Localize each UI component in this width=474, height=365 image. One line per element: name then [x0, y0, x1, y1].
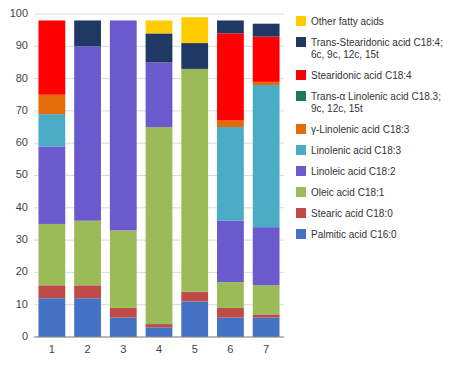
legend-swatch: [296, 70, 306, 80]
legend-label: Stearidonic acid C18:4: [311, 70, 412, 81]
legend-swatch: [296, 124, 306, 134]
bar-segment: [38, 224, 65, 285]
bar-segment: [38, 20, 65, 94]
bar-segment: [38, 114, 65, 146]
y-tick-label: 20: [16, 265, 28, 277]
x-axis-line: [34, 337, 284, 338]
bar-segment: [217, 127, 244, 221]
legend-swatch: [296, 229, 306, 239]
bar-segment: [74, 46, 101, 220]
legend-swatch: [296, 208, 306, 218]
grid: [34, 14, 284, 337]
bar-segment: [110, 230, 137, 308]
bar-segment: [217, 308, 244, 318]
y-tick-label: 70: [16, 104, 28, 116]
y-tick-label: 30: [16, 233, 28, 245]
bar-segment: [38, 20, 65, 21]
y-tick-label: 90: [16, 39, 28, 51]
bar-segment: [217, 33, 244, 120]
bar-segment: [74, 298, 101, 337]
legend-label: Linoleic acid C18:2: [311, 166, 396, 177]
bar-segment: [217, 121, 244, 127]
legend: Other fatty acids Trans-Stearidonic acid …: [296, 16, 443, 240]
legend-label: Other fatty acids: [311, 16, 384, 27]
bars: [38, 17, 279, 337]
bar-segment: [110, 20, 137, 230]
legend-label: Stearic acid C18:0: [311, 208, 393, 219]
bar-segment: [253, 82, 280, 85]
legend-swatch: [296, 91, 306, 101]
legend-label: γ-Linolenic acid C18:3: [311, 124, 410, 135]
bar-segment: [217, 221, 244, 282]
bar-segment: [146, 33, 173, 62]
y-tick-label: 100: [10, 7, 28, 19]
bar-segment: [110, 318, 137, 337]
legend-label: Trans-Stearidonic acid C18:4;6c, 9c, 12c…: [311, 37, 443, 60]
bar-segment: [253, 24, 280, 37]
legend-swatch: [296, 166, 306, 176]
legend-swatch: [296, 145, 306, 155]
legend-swatch: [296, 16, 306, 26]
chart: 0 10 20 30 40 50 60 70 80 90 100 1 2 3 4 5 6 7 Other fatty…: [0, 0, 474, 365]
bar-segment: [217, 282, 244, 308]
x-tick-label: 2: [85, 343, 91, 355]
bar-segment: [74, 20, 101, 46]
bar-segment: [38, 298, 65, 337]
bar-segment: [217, 20, 244, 33]
bar-segment: [74, 221, 101, 286]
bar-segment: [181, 292, 208, 302]
x-tick-label: 7: [263, 343, 269, 355]
y-tick-label: 10: [16, 298, 28, 310]
legend-label: Palmitic acid C16:0: [311, 229, 397, 240]
bar-segment: [253, 85, 280, 227]
bar-segment: [110, 20, 137, 21]
x-tick-label: 1: [49, 343, 55, 355]
legend-swatch: [296, 37, 306, 47]
bar-segment: [253, 318, 280, 337]
legend-label: Linolenic acid C18:3: [311, 145, 401, 156]
x-tick-label: 3: [120, 343, 126, 355]
bar-segment: [217, 20, 244, 21]
bar-segment: [181, 17, 208, 43]
bar-segment: [74, 285, 101, 298]
bar-segment: [253, 37, 280, 82]
x-tick-label: 6: [227, 343, 233, 355]
bar-segment: [38, 146, 65, 224]
bar-segment: [146, 324, 173, 327]
bar-segment: [146, 20, 173, 33]
bar-segment: [110, 308, 137, 318]
bar-segment: [146, 62, 173, 127]
y-tick-label: 0: [22, 330, 28, 342]
bar-segment: [110, 20, 137, 21]
bar-segment: [38, 285, 65, 298]
bar-segment: [253, 227, 280, 285]
bar-segment: [74, 20, 101, 21]
bar-segment: [38, 95, 65, 114]
bar-segment: [181, 69, 208, 292]
bar-segment: [110, 20, 137, 21]
y-tick-label: 40: [16, 201, 28, 213]
x-tick-label: 4: [156, 343, 162, 355]
bar-segment: [253, 314, 280, 317]
bar-segment: [146, 127, 173, 324]
bar-segment: [110, 20, 137, 21]
grid-line: [34, 14, 284, 15]
x-tick-label: 5: [192, 343, 198, 355]
legend-label: Trans-α Linolenic acid C18.3;9c, 12c, 15…: [311, 91, 441, 114]
bar-segment: [110, 20, 137, 21]
bar-segment: [217, 318, 244, 337]
bar-segment: [253, 23, 280, 24]
bar-segment: [38, 20, 65, 21]
legend-swatch: [296, 187, 306, 197]
grid-line: [34, 337, 284, 338]
bar-segment: [110, 20, 137, 21]
y-tick-label: 50: [16, 168, 28, 180]
bar-segment: [253, 285, 280, 314]
bar-segment: [181, 43, 208, 69]
bar-segment: [146, 327, 173, 337]
bar-segment: [181, 301, 208, 337]
y-tick-label: 80: [16, 72, 28, 84]
legend-label: Oleic acid C18:1: [311, 187, 385, 198]
y-tick-label: 60: [16, 136, 28, 148]
